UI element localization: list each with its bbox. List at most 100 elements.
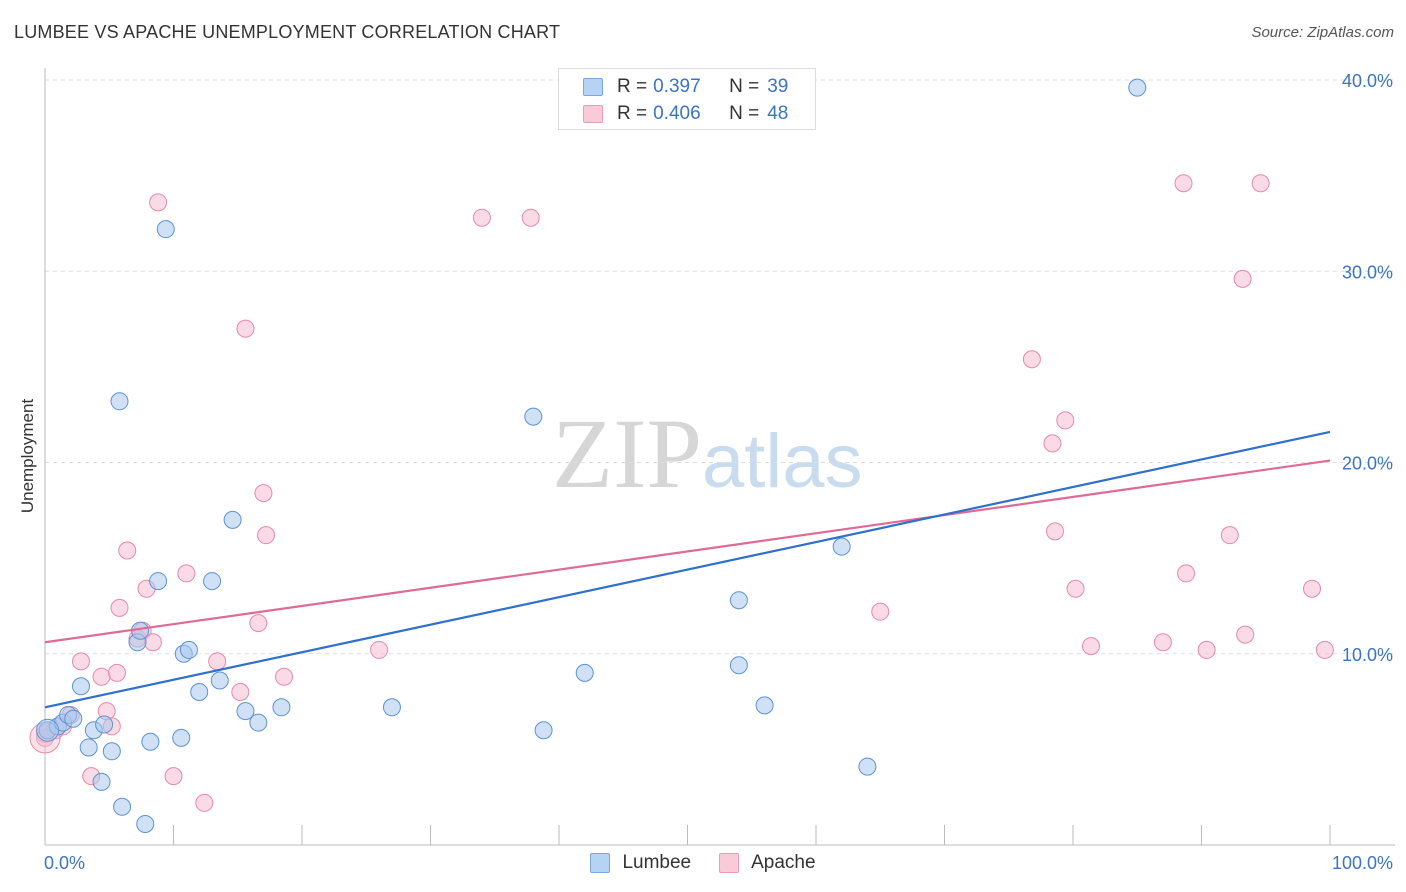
apache-point: [1081, 637, 1100, 656]
legend-item-apache[interactable]: Apache: [719, 852, 816, 874]
apache-point: [1066, 579, 1085, 598]
n-label: N =: [729, 76, 760, 97]
r-label: R =: [617, 76, 648, 97]
y-tick-label: 40.0%: [1342, 71, 1393, 91]
x-tick-label: 0.0%: [44, 853, 85, 873]
apache-point: [275, 667, 294, 686]
apache-point: [1251, 174, 1270, 193]
lumbee-point: [92, 772, 111, 791]
legend-label-apache: Apache: [751, 852, 816, 873]
lumbee-point: [524, 407, 543, 426]
apache-swatch: [583, 105, 603, 123]
apache-swatch: [719, 853, 740, 873]
lumbee-point: [858, 757, 877, 776]
lumbee-point: [110, 392, 129, 411]
apache-point: [1022, 350, 1041, 369]
lumbee-point: [141, 732, 160, 751]
r-value: 0.406: [653, 103, 701, 124]
chart-title: LUMBEE VS APACHE UNEMPLOYMENT CORRELATIO…: [14, 22, 561, 42]
y-tick-label: 20.0%: [1342, 454, 1393, 474]
apache-point: [1056, 411, 1075, 430]
watermark: ZIPatlas: [552, 396, 863, 511]
apache-points: [29, 174, 1334, 812]
apache-point: [1153, 633, 1172, 652]
lumbee-point: [729, 591, 748, 610]
lumbee-point: [223, 510, 242, 529]
correlation-legend: R = 0.397 N = 39 R = 0.406 N = 48: [558, 68, 816, 130]
apache-point: [195, 793, 214, 812]
x-tick-label: 100.0%: [1332, 853, 1393, 873]
lumbee-point: [832, 537, 851, 556]
apache-point: [1233, 269, 1252, 288]
apache-point: [118, 541, 137, 560]
lumbee-point: [729, 656, 748, 675]
legend-item-lumbee[interactable]: Lumbee: [590, 852, 691, 874]
tick-labels: 10.0% 20.0% 30.0% 40.0% 0.0% 100.0%: [44, 71, 1393, 873]
apache-point: [370, 640, 389, 659]
lumbee-point: [172, 728, 191, 747]
lumbee-point: [131, 621, 150, 640]
apache-point: [1197, 640, 1216, 659]
lumbee-point: [179, 640, 198, 659]
apache-point: [107, 663, 126, 682]
trend-lines: [44, 430, 1331, 709]
n-label: N =: [729, 103, 760, 124]
lumbee-point: [79, 738, 98, 757]
apache-point: [1315, 640, 1334, 659]
apache-point: [1174, 174, 1193, 193]
legend-label-lumbee: Lumbee: [622, 852, 692, 873]
apache-point: [871, 602, 890, 621]
watermark-zip: ZIP: [552, 398, 702, 509]
lumbee-swatch: [583, 78, 603, 96]
watermark-atlas: atlas: [702, 419, 863, 504]
apache-point: [92, 667, 111, 686]
lumbee-point: [64, 709, 83, 728]
source-label: Source: ZipAtlas.com: [1251, 24, 1394, 41]
apache-point: [149, 193, 168, 212]
legend-row-apache: R = 0.406 N = 48: [583, 102, 788, 126]
y-tick-label: 30.0%: [1342, 262, 1393, 282]
apache-point: [1046, 522, 1065, 541]
lumbee-point: [755, 696, 774, 715]
lumbee-point: [95, 715, 114, 734]
apache-point: [208, 652, 227, 671]
legend-row-lumbee: R = 0.397 N = 39: [583, 75, 788, 99]
apache-point: [1303, 579, 1322, 598]
series-legend: Lumbee Apache: [0, 852, 1406, 874]
lumbee-point: [190, 683, 209, 701]
apache-point: [249, 614, 268, 633]
lumbee-point: [236, 702, 255, 721]
lumbee-points: [36, 78, 1147, 833]
apache-point: [1177, 564, 1196, 583]
lumbee-point: [534, 721, 553, 740]
y-tick-label: 10.0%: [1342, 645, 1393, 665]
apache-trend-line: [44, 459, 1331, 644]
lumbee-point: [1128, 78, 1147, 97]
n-value: 48: [767, 103, 789, 124]
lumbee-point: [575, 663, 594, 682]
apache-point: [236, 319, 255, 338]
lumbee-point: [203, 572, 222, 591]
apache-point: [177, 564, 196, 583]
apache-point: [472, 208, 491, 227]
lumbee-point: [210, 671, 229, 690]
apache-point: [164, 767, 183, 786]
lumbee-point: [156, 220, 175, 239]
axes: [44, 68, 1395, 846]
lumbee-point: [136, 814, 155, 833]
apache-point: [1043, 434, 1062, 453]
lumbee-point: [149, 572, 168, 591]
apache-point: [1236, 625, 1255, 644]
n-value: 39: [767, 76, 789, 97]
lumbee-swatch: [590, 853, 611, 873]
apache-point: [110, 598, 129, 617]
lumbee-point: [272, 698, 291, 717]
lumbee-point: [36, 718, 60, 742]
lumbee-point: [102, 742, 121, 761]
y-axis-label: Unemployment: [18, 398, 37, 514]
lumbee-trend-line: [44, 430, 1331, 709]
lumbee-point: [249, 713, 268, 732]
apache-point: [521, 208, 540, 227]
apache-point: [1220, 526, 1239, 545]
